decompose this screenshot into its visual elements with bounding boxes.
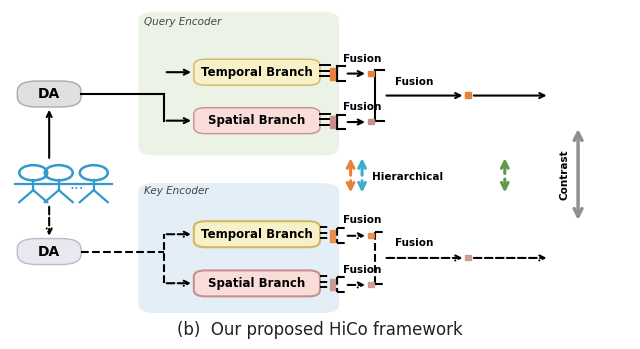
- Text: Fusion: Fusion: [395, 77, 433, 87]
- Text: Temporal Branch: Temporal Branch: [201, 228, 313, 241]
- Bar: [368, 70, 374, 76]
- Text: Key Encoder: Key Encoder: [144, 186, 209, 196]
- FancyBboxPatch shape: [194, 59, 320, 85]
- Bar: [330, 116, 335, 121]
- FancyBboxPatch shape: [138, 183, 339, 313]
- FancyBboxPatch shape: [138, 12, 339, 155]
- Text: Spatial Branch: Spatial Branch: [208, 114, 305, 127]
- Bar: [368, 233, 374, 238]
- FancyBboxPatch shape: [194, 108, 320, 134]
- Text: Spatial Branch: Spatial Branch: [208, 277, 305, 290]
- Text: Hierarchical: Hierarchical: [372, 172, 444, 182]
- Text: Fusion: Fusion: [343, 215, 381, 225]
- Text: Fusion: Fusion: [343, 265, 381, 275]
- Text: Fusion: Fusion: [343, 54, 381, 64]
- Bar: [368, 282, 374, 287]
- FancyBboxPatch shape: [17, 239, 81, 265]
- Bar: [330, 230, 335, 235]
- Bar: [330, 74, 335, 80]
- FancyBboxPatch shape: [17, 81, 81, 107]
- Bar: [330, 285, 335, 290]
- Bar: [330, 279, 335, 284]
- Bar: [465, 92, 471, 98]
- FancyBboxPatch shape: [194, 221, 320, 247]
- Bar: [330, 123, 335, 128]
- Bar: [330, 237, 335, 242]
- Text: DA: DA: [38, 87, 60, 101]
- Bar: [368, 119, 374, 124]
- Text: ...: ...: [69, 177, 84, 192]
- Bar: [465, 255, 471, 260]
- Text: Temporal Branch: Temporal Branch: [201, 66, 313, 79]
- Text: Fusion: Fusion: [343, 102, 381, 112]
- Text: Contrast: Contrast: [560, 149, 570, 200]
- Text: DA: DA: [38, 245, 60, 259]
- Text: Fusion: Fusion: [395, 238, 433, 248]
- Text: (b)  Our proposed HiCo framework: (b) Our proposed HiCo framework: [177, 321, 463, 339]
- Bar: [330, 68, 335, 73]
- Text: Query Encoder: Query Encoder: [144, 17, 221, 27]
- FancyBboxPatch shape: [194, 270, 320, 296]
